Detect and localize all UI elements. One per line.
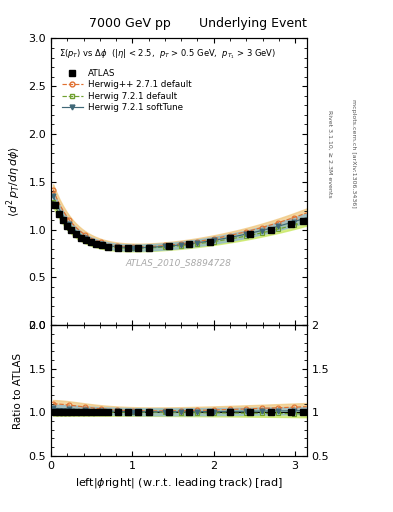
Text: Underlying Event: Underlying Event <box>199 16 307 30</box>
X-axis label: left|$\phi$right| (w.r.t. leading track) [rad]: left|$\phi$right| (w.r.t. leading track)… <box>75 476 283 490</box>
Text: Rivet 3.1.10, ≥ 2.3M events: Rivet 3.1.10, ≥ 2.3M events <box>328 110 332 198</box>
Text: 7000 GeV pp: 7000 GeV pp <box>90 16 171 30</box>
Y-axis label: Ratio to ATLAS: Ratio to ATLAS <box>13 352 23 429</box>
Text: $\Sigma(p_T)$ vs $\Delta\phi$  ($|\eta|$ < 2.5,  $p_T$ > 0.5 GeV,  $p_{T_1}$ > 3: $\Sigma(p_T)$ vs $\Delta\phi$ ($|\eta|$ … <box>59 47 276 60</box>
Legend: ATLAS, Herwig++ 2.7.1 default, Herwig 7.2.1 default, Herwig 7.2.1 softTune: ATLAS, Herwig++ 2.7.1 default, Herwig 7.… <box>58 66 195 115</box>
Text: mcplots.cern.ch [arXiv:1306.3436]: mcplots.cern.ch [arXiv:1306.3436] <box>351 99 356 208</box>
Y-axis label: $\langle d^2\,p_T/d\eta\,d\phi\rangle$: $\langle d^2\,p_T/d\eta\,d\phi\rangle$ <box>4 146 23 217</box>
Text: ATLAS_2010_S8894728: ATLAS_2010_S8894728 <box>126 258 232 267</box>
